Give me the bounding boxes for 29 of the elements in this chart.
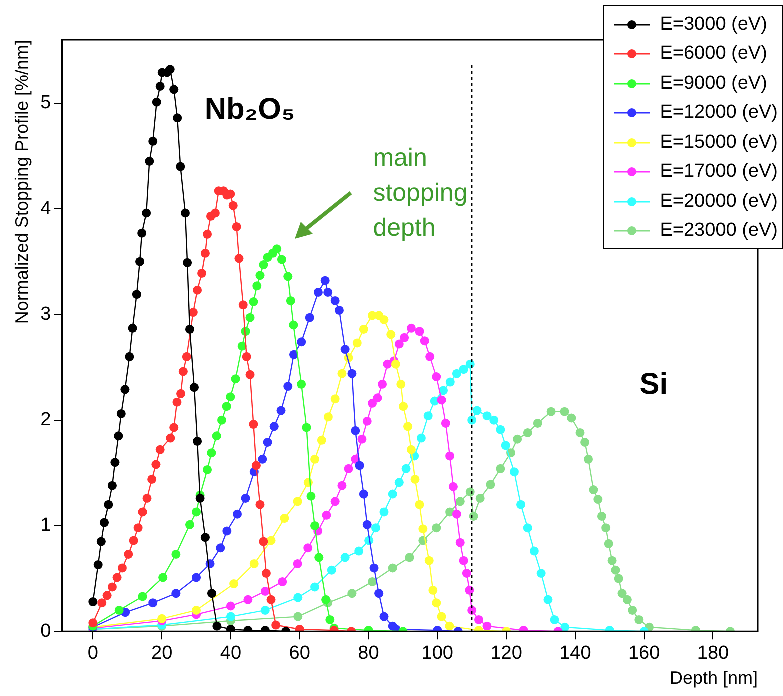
x-tick-label: 100 [422, 643, 454, 664]
legend-label: E=3000 (eV) [660, 14, 768, 36]
legend-label: E=17000 (eV) [660, 161, 778, 184]
legend-label: E=20000 (eV) [660, 190, 778, 213]
y-tick-label: 1 [40, 515, 52, 536]
x-tick-label: 0 [88, 643, 98, 664]
x-tick-label: 120 [490, 643, 522, 664]
x-tick-label: 80 [358, 643, 380, 664]
legend-label: E=6000 (eV) [660, 43, 768, 66]
y-axis-title: Normalized Stopping Profile [%/nm] [12, 40, 32, 324]
x-tick-label: 180 [697, 643, 730, 664]
x-tick-label: 60 [289, 643, 310, 664]
x-axis-title: Depth [nm] [670, 668, 758, 688]
annotation: Nb₂O₅ [204, 93, 296, 128]
x-tick-label: 20 [151, 643, 173, 664]
legend-label: E=15000 (eV) [660, 132, 778, 154]
legend-label: E=12000 (eV) [660, 102, 778, 124]
annotation: Si [640, 368, 668, 402]
y-tick-label: 2 [40, 410, 52, 431]
y-tick-label: 0 [40, 620, 52, 642]
legend-label: E=23000 (eV) [660, 220, 778, 242]
y-tick-label: 3 [40, 304, 52, 325]
y-tick-label: 4 [40, 198, 52, 220]
x-tick-label: 40 [220, 643, 242, 664]
legend-label: E=9000 (eV) [660, 72, 768, 95]
y-tick-label: 5 [40, 92, 52, 114]
annotation: main stopping depth [373, 142, 469, 244]
x-tick-label: 140 [560, 643, 592, 664]
x-tick-label: 160 [628, 643, 660, 664]
